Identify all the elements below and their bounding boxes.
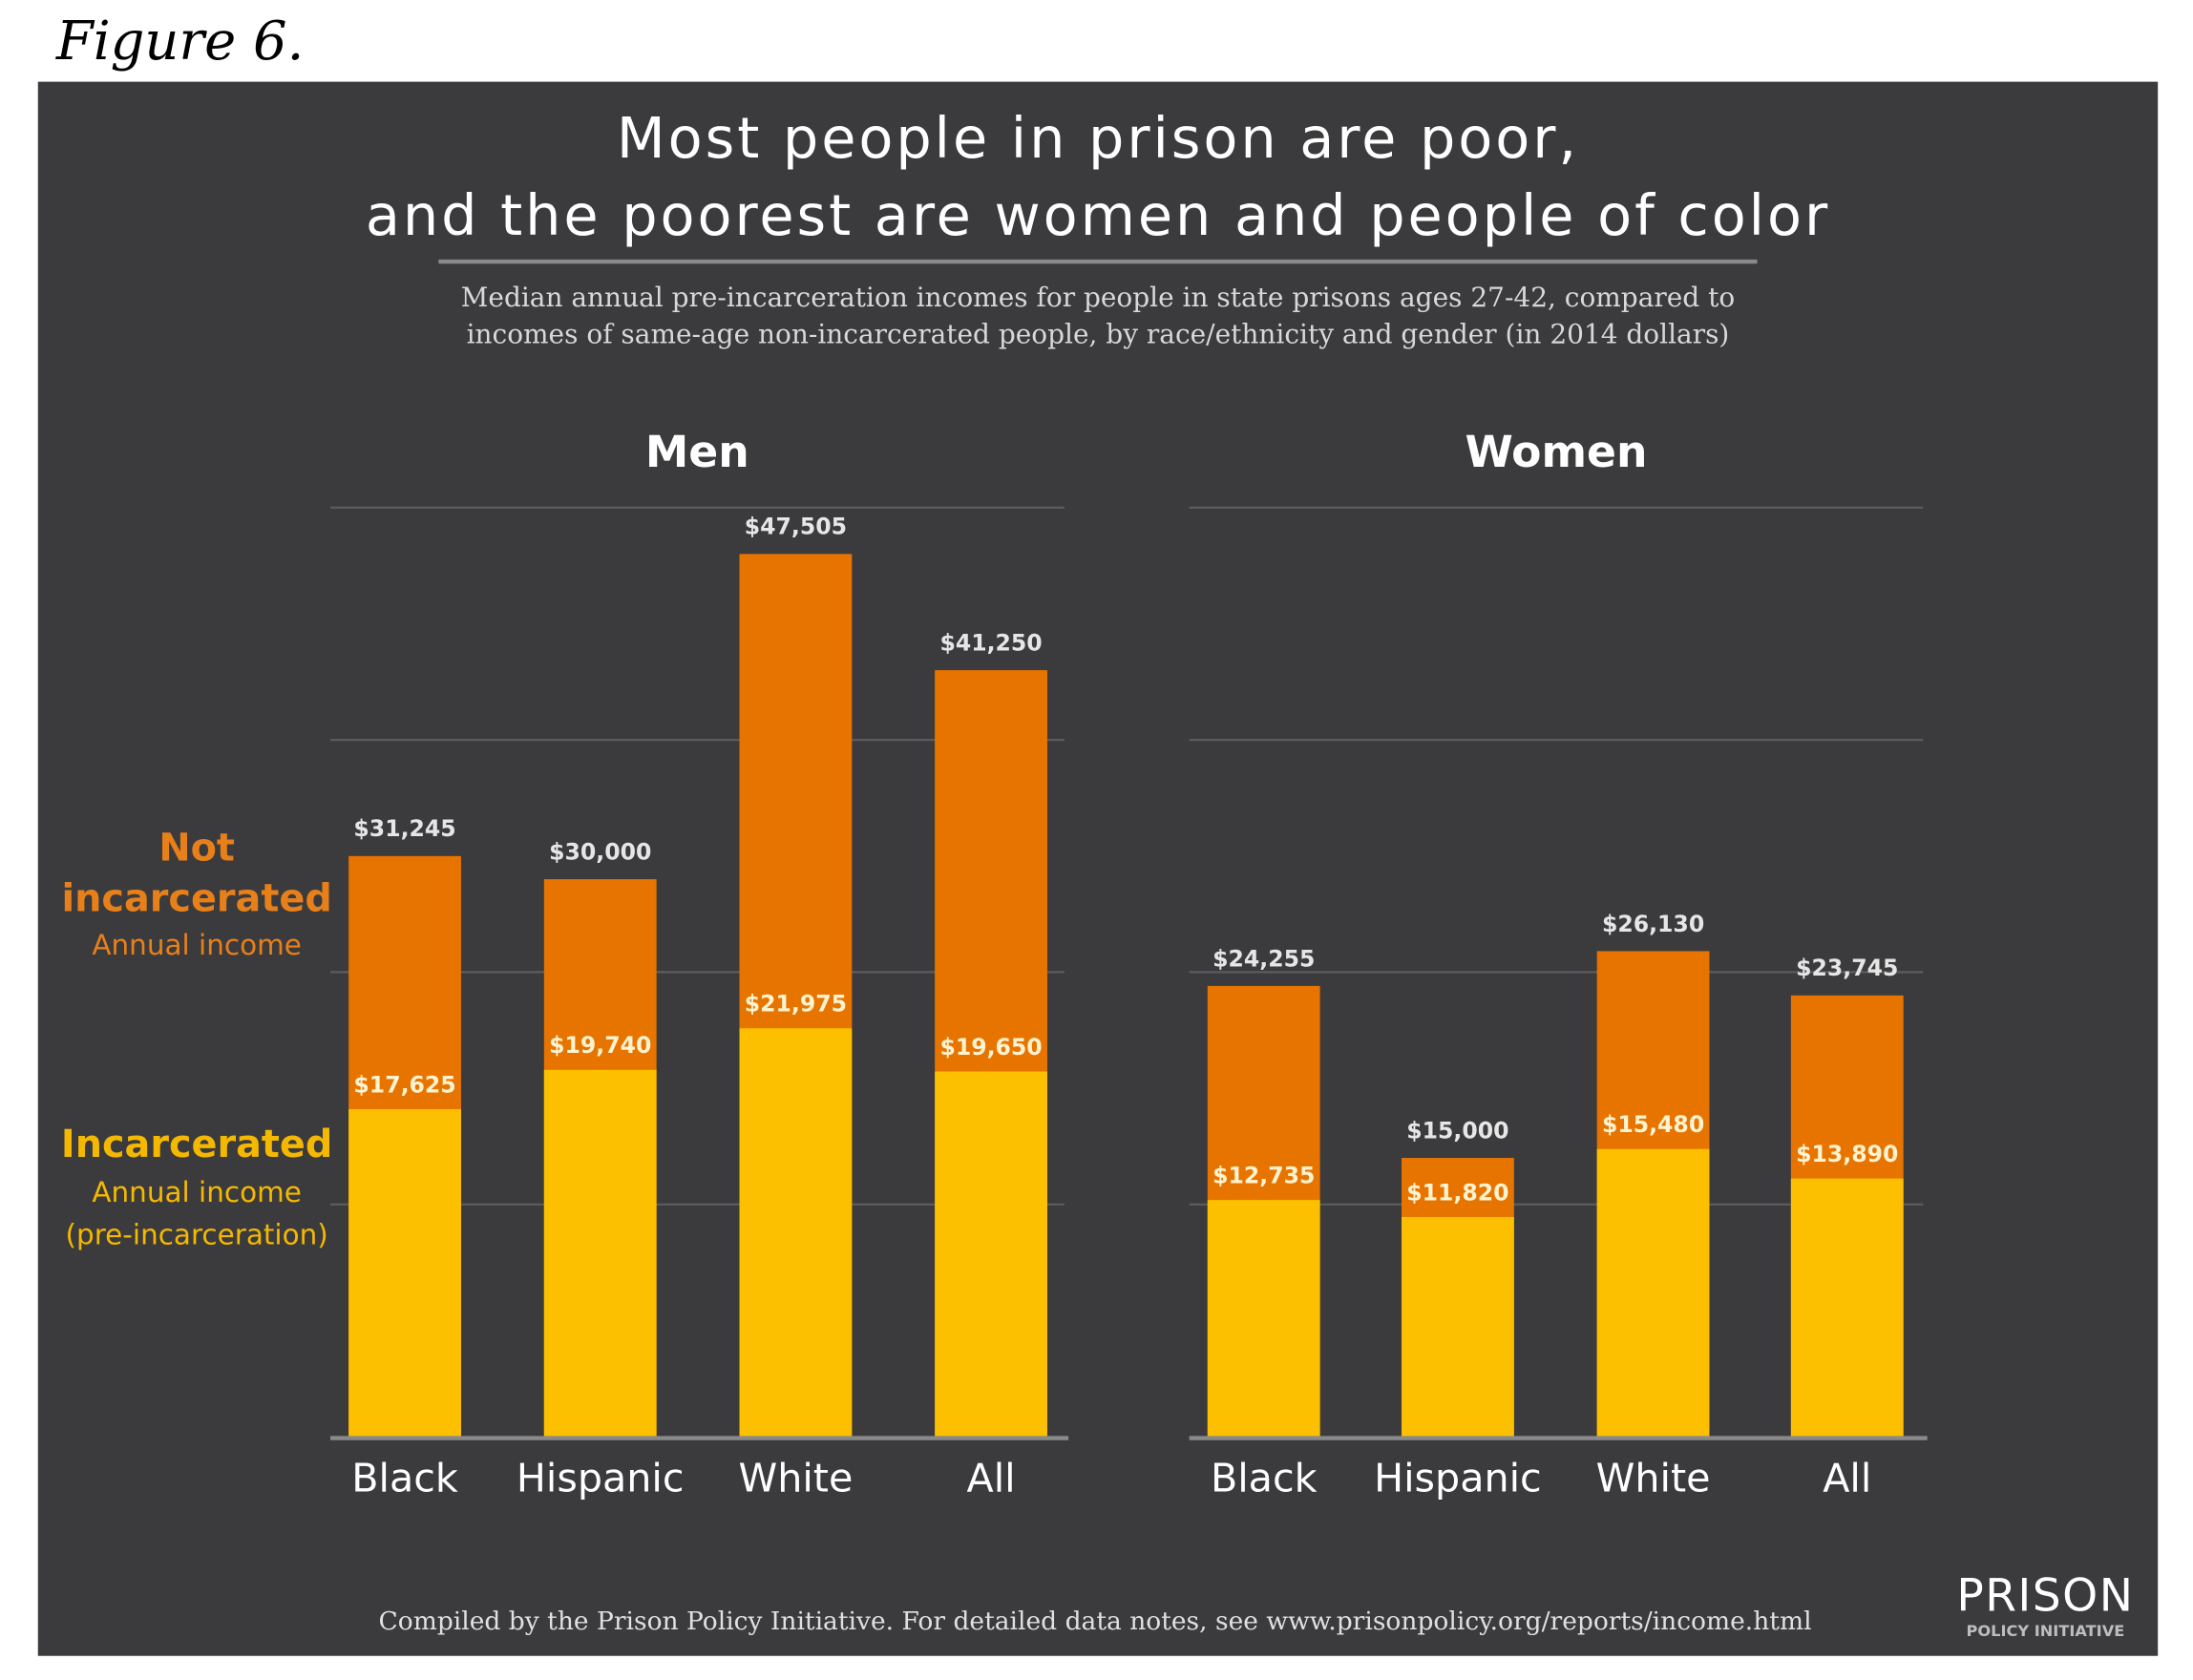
men-label-not-incarcerated: $30,000 [549, 838, 651, 865]
women-label-incarcerated: $11,820 [1406, 1179, 1508, 1206]
men-category-label: White [738, 1455, 853, 1501]
legend-incarcerated-line1: Incarcerated [61, 1123, 332, 1166]
women-panel-title: Women [1465, 427, 1647, 477]
legend-incarcerated-line2: Annual income [92, 1176, 302, 1208]
logo-line1: PRISON [1956, 1570, 2134, 1623]
women-bar-incarcerated-hispanic [1402, 1216, 1514, 1438]
men-panel-title: Men [645, 427, 749, 477]
men-label-incarcerated: $19,740 [549, 1032, 651, 1059]
women-label-incarcerated: $12,735 [1212, 1162, 1315, 1188]
men-category-label: Black [351, 1455, 458, 1501]
men-bar-incarcerated-hispanic [543, 1069, 657, 1438]
women-label-not-incarcerated: $23,745 [1796, 955, 1898, 981]
women-category-label: Hispanic [1374, 1455, 1542, 1501]
legend: Not incarcerated Annual income Incarcera… [61, 826, 332, 1250]
men-label-not-incarcerated: $31,245 [353, 815, 455, 842]
prison-policy-initiative-logo: PRISON POLICY INITIATIVE [1956, 1570, 2134, 1641]
legend-not-incarcerated-line2: incarcerated [62, 876, 332, 920]
women-label-not-incarcerated: $26,130 [1602, 911, 1704, 937]
men-bar-incarcerated-all [935, 1071, 1047, 1438]
figure-label: Figure 6. [55, 10, 305, 73]
legend-not-incarcerated-line3: Annual income [92, 929, 302, 961]
chart-subtitle-line1: Median annual pre-incarceration incomes … [461, 282, 1735, 313]
chart-title-line1: Most people in prison are poor, [617, 105, 1579, 171]
men-label-not-incarcerated: $47,505 [745, 514, 847, 540]
legend-not-incarcerated-line1: Not [158, 826, 235, 870]
men-label-incarcerated: $19,650 [939, 1034, 1042, 1060]
men-label-not-incarcerated: $41,250 [939, 629, 1042, 656]
legend-incarcerated-line3: (pre-incarceration) [66, 1218, 328, 1250]
women-label-incarcerated: $15,480 [1602, 1111, 1704, 1138]
logo-line2: POLICY INITIATIVE [1967, 1622, 2125, 1640]
women-category-label: Black [1211, 1455, 1318, 1501]
women-category-label: All [1823, 1455, 1871, 1501]
women-bar-incarcerated-black [1207, 1200, 1320, 1438]
women-label-not-incarcerated: $24,255 [1212, 945, 1315, 972]
women-label-not-incarcerated: $15,000 [1406, 1117, 1508, 1144]
men-label-incarcerated: $21,975 [745, 991, 847, 1018]
women-bar-incarcerated-white [1596, 1148, 1710, 1438]
chart-title-line2: and the poorest are women and people of … [366, 182, 1830, 248]
women-bar-incarcerated-all [1790, 1178, 1904, 1438]
women-label-incarcerated: $13,890 [1796, 1141, 1898, 1167]
chart-subtitle-line2: incomes of same-age non-incarcerated peo… [467, 318, 1730, 349]
women-category-label: White [1596, 1455, 1711, 1501]
men-bar-incarcerated-black [348, 1108, 461, 1438]
men-category-label: Hispanic [517, 1455, 685, 1501]
men-category-label: All [967, 1455, 1016, 1501]
men-label-incarcerated: $17,625 [353, 1071, 455, 1098]
source-note: Compiled by the Prison Policy Initiative… [378, 1606, 1811, 1636]
men-bar-incarcerated-white [739, 1028, 853, 1438]
